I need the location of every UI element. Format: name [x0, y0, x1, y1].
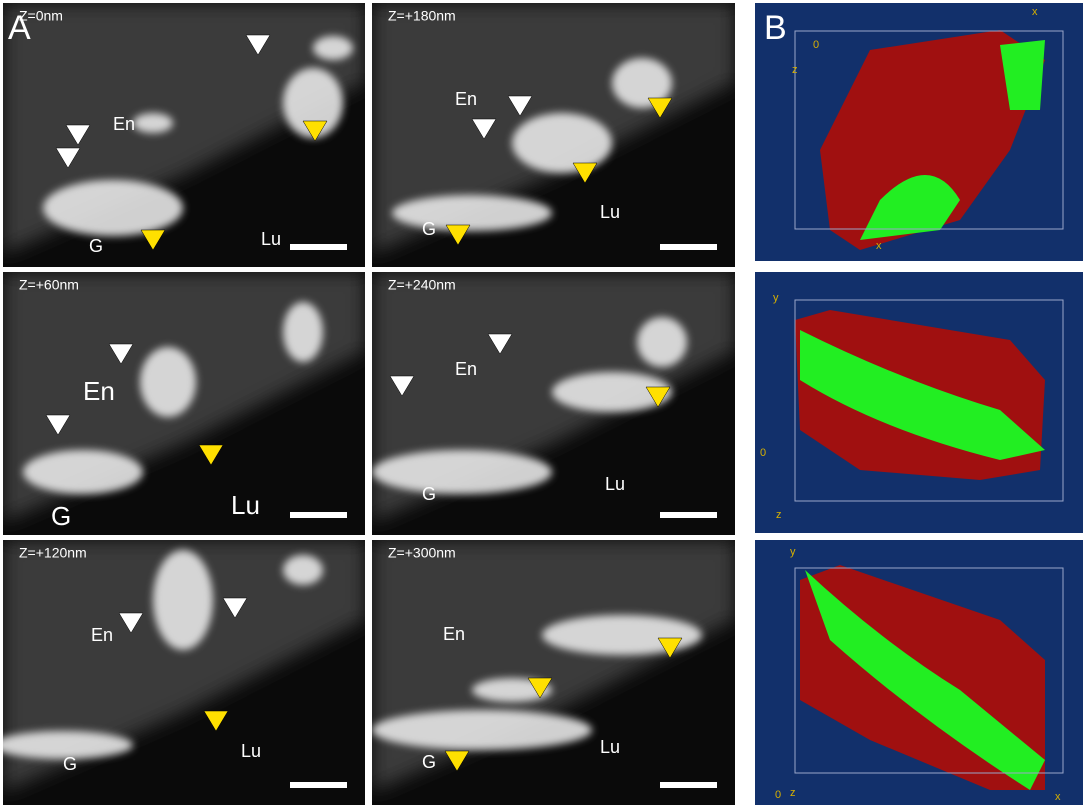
- bright-region: [283, 302, 323, 362]
- label-en: En: [91, 625, 113, 645]
- scale-bar: [290, 244, 347, 250]
- z-label: Z=+180nm: [388, 8, 456, 24]
- label-g: G: [422, 219, 436, 239]
- label-g: G: [422, 484, 436, 504]
- arrowhead: [118, 612, 144, 634]
- arrowhead: [645, 386, 671, 408]
- micrograph: [3, 272, 365, 535]
- arrowhead: [198, 444, 224, 466]
- z-label: Z=+240nm: [388, 277, 456, 293]
- arrowhead: [487, 333, 513, 355]
- label-lu: Lu: [600, 737, 620, 757]
- label-g: G: [63, 754, 77, 774]
- label-lu: Lu: [261, 229, 281, 249]
- bright-region: [372, 450, 552, 494]
- micrograph: [372, 272, 735, 535]
- axis-label: y: [790, 546, 796, 558]
- scale-bar: [290, 782, 347, 788]
- bright-region: [313, 36, 353, 60]
- arrowhead: [222, 597, 248, 619]
- arrowhead: [65, 124, 91, 146]
- green-volume: [860, 40, 1045, 240]
- micrograph: [372, 540, 735, 805]
- arrowhead: [444, 750, 470, 772]
- bright-region: [612, 58, 672, 108]
- label-lu: Lu: [600, 202, 620, 222]
- scale-bar: [660, 244, 717, 250]
- bright-region: [3, 731, 133, 759]
- arrowhead: [507, 95, 533, 117]
- z-label: Z=0nm: [19, 8, 63, 24]
- z-label: Z=+60nm: [19, 277, 79, 293]
- z-label: Z=+300nm: [388, 545, 456, 561]
- green-volume: [800, 330, 1045, 460]
- label-en: En: [455, 359, 477, 379]
- bright-region: [637, 317, 687, 367]
- bright-region: [512, 113, 612, 173]
- label-en: En: [455, 89, 477, 109]
- label-lu: Lu: [231, 490, 260, 520]
- z-label: Z=+120nm: [19, 545, 87, 561]
- axis-label: x: [876, 240, 882, 252]
- micrograph: [372, 3, 735, 267]
- bright-region: [372, 710, 592, 750]
- bright-region: [552, 372, 672, 412]
- arrowhead: [527, 677, 553, 699]
- bounding-box: [794, 567, 1064, 774]
- arrowhead: [572, 162, 598, 184]
- arrowhead: [245, 34, 271, 56]
- axis-label: z: [790, 787, 796, 799]
- arrowhead: [108, 343, 134, 365]
- tissue: [3, 540, 365, 792]
- arrowhead: [657, 637, 683, 659]
- bright-region: [392, 195, 552, 231]
- bright-region: [140, 347, 196, 417]
- arrowhead: [647, 97, 673, 119]
- axis-label: 0: [760, 447, 766, 459]
- axis-label: z: [776, 509, 782, 521]
- arrowhead: [45, 414, 71, 436]
- arrowhead: [140, 229, 166, 251]
- label-lu: Lu: [605, 474, 625, 494]
- bounding-box: [794, 299, 1064, 502]
- label-g: G: [51, 501, 71, 531]
- bright-region: [283, 555, 323, 585]
- green-volume: [805, 570, 1045, 790]
- label-en: En: [443, 624, 465, 644]
- arrowhead: [445, 224, 471, 246]
- bright-region: [133, 113, 173, 133]
- red-volume: [820, 30, 1045, 250]
- bright-region: [542, 615, 702, 655]
- bounding-box: [794, 30, 1064, 230]
- axis-label: x: [1032, 6, 1038, 18]
- arrowhead: [471, 118, 497, 140]
- arrowhead: [302, 120, 328, 142]
- panel-label: A: [8, 9, 31, 47]
- bright-region: [43, 180, 183, 236]
- axis-label: z: [792, 64, 798, 76]
- bright-region: [23, 450, 143, 494]
- label-lu: Lu: [241, 741, 261, 761]
- bright-region: [153, 550, 213, 650]
- label-g: G: [422, 752, 436, 772]
- bright-region: [283, 68, 343, 138]
- micrograph: [3, 3, 365, 267]
- arrowhead: [389, 375, 415, 397]
- scale-bar: [290, 512, 347, 518]
- axis-label: 0: [813, 39, 819, 51]
- scale-bar: [660, 512, 717, 518]
- scale-bar: [660, 782, 717, 788]
- label-en: En: [83, 376, 115, 406]
- micrograph: [3, 540, 365, 805]
- arrowhead: [203, 710, 229, 732]
- panel-label: B: [764, 9, 787, 47]
- label-en: En: [113, 114, 135, 134]
- arrowhead: [55, 147, 81, 169]
- axis-label: 0: [775, 789, 781, 801]
- axis-label: y: [773, 292, 779, 304]
- axis-label: x: [1055, 791, 1061, 803]
- label-g: G: [89, 236, 103, 256]
